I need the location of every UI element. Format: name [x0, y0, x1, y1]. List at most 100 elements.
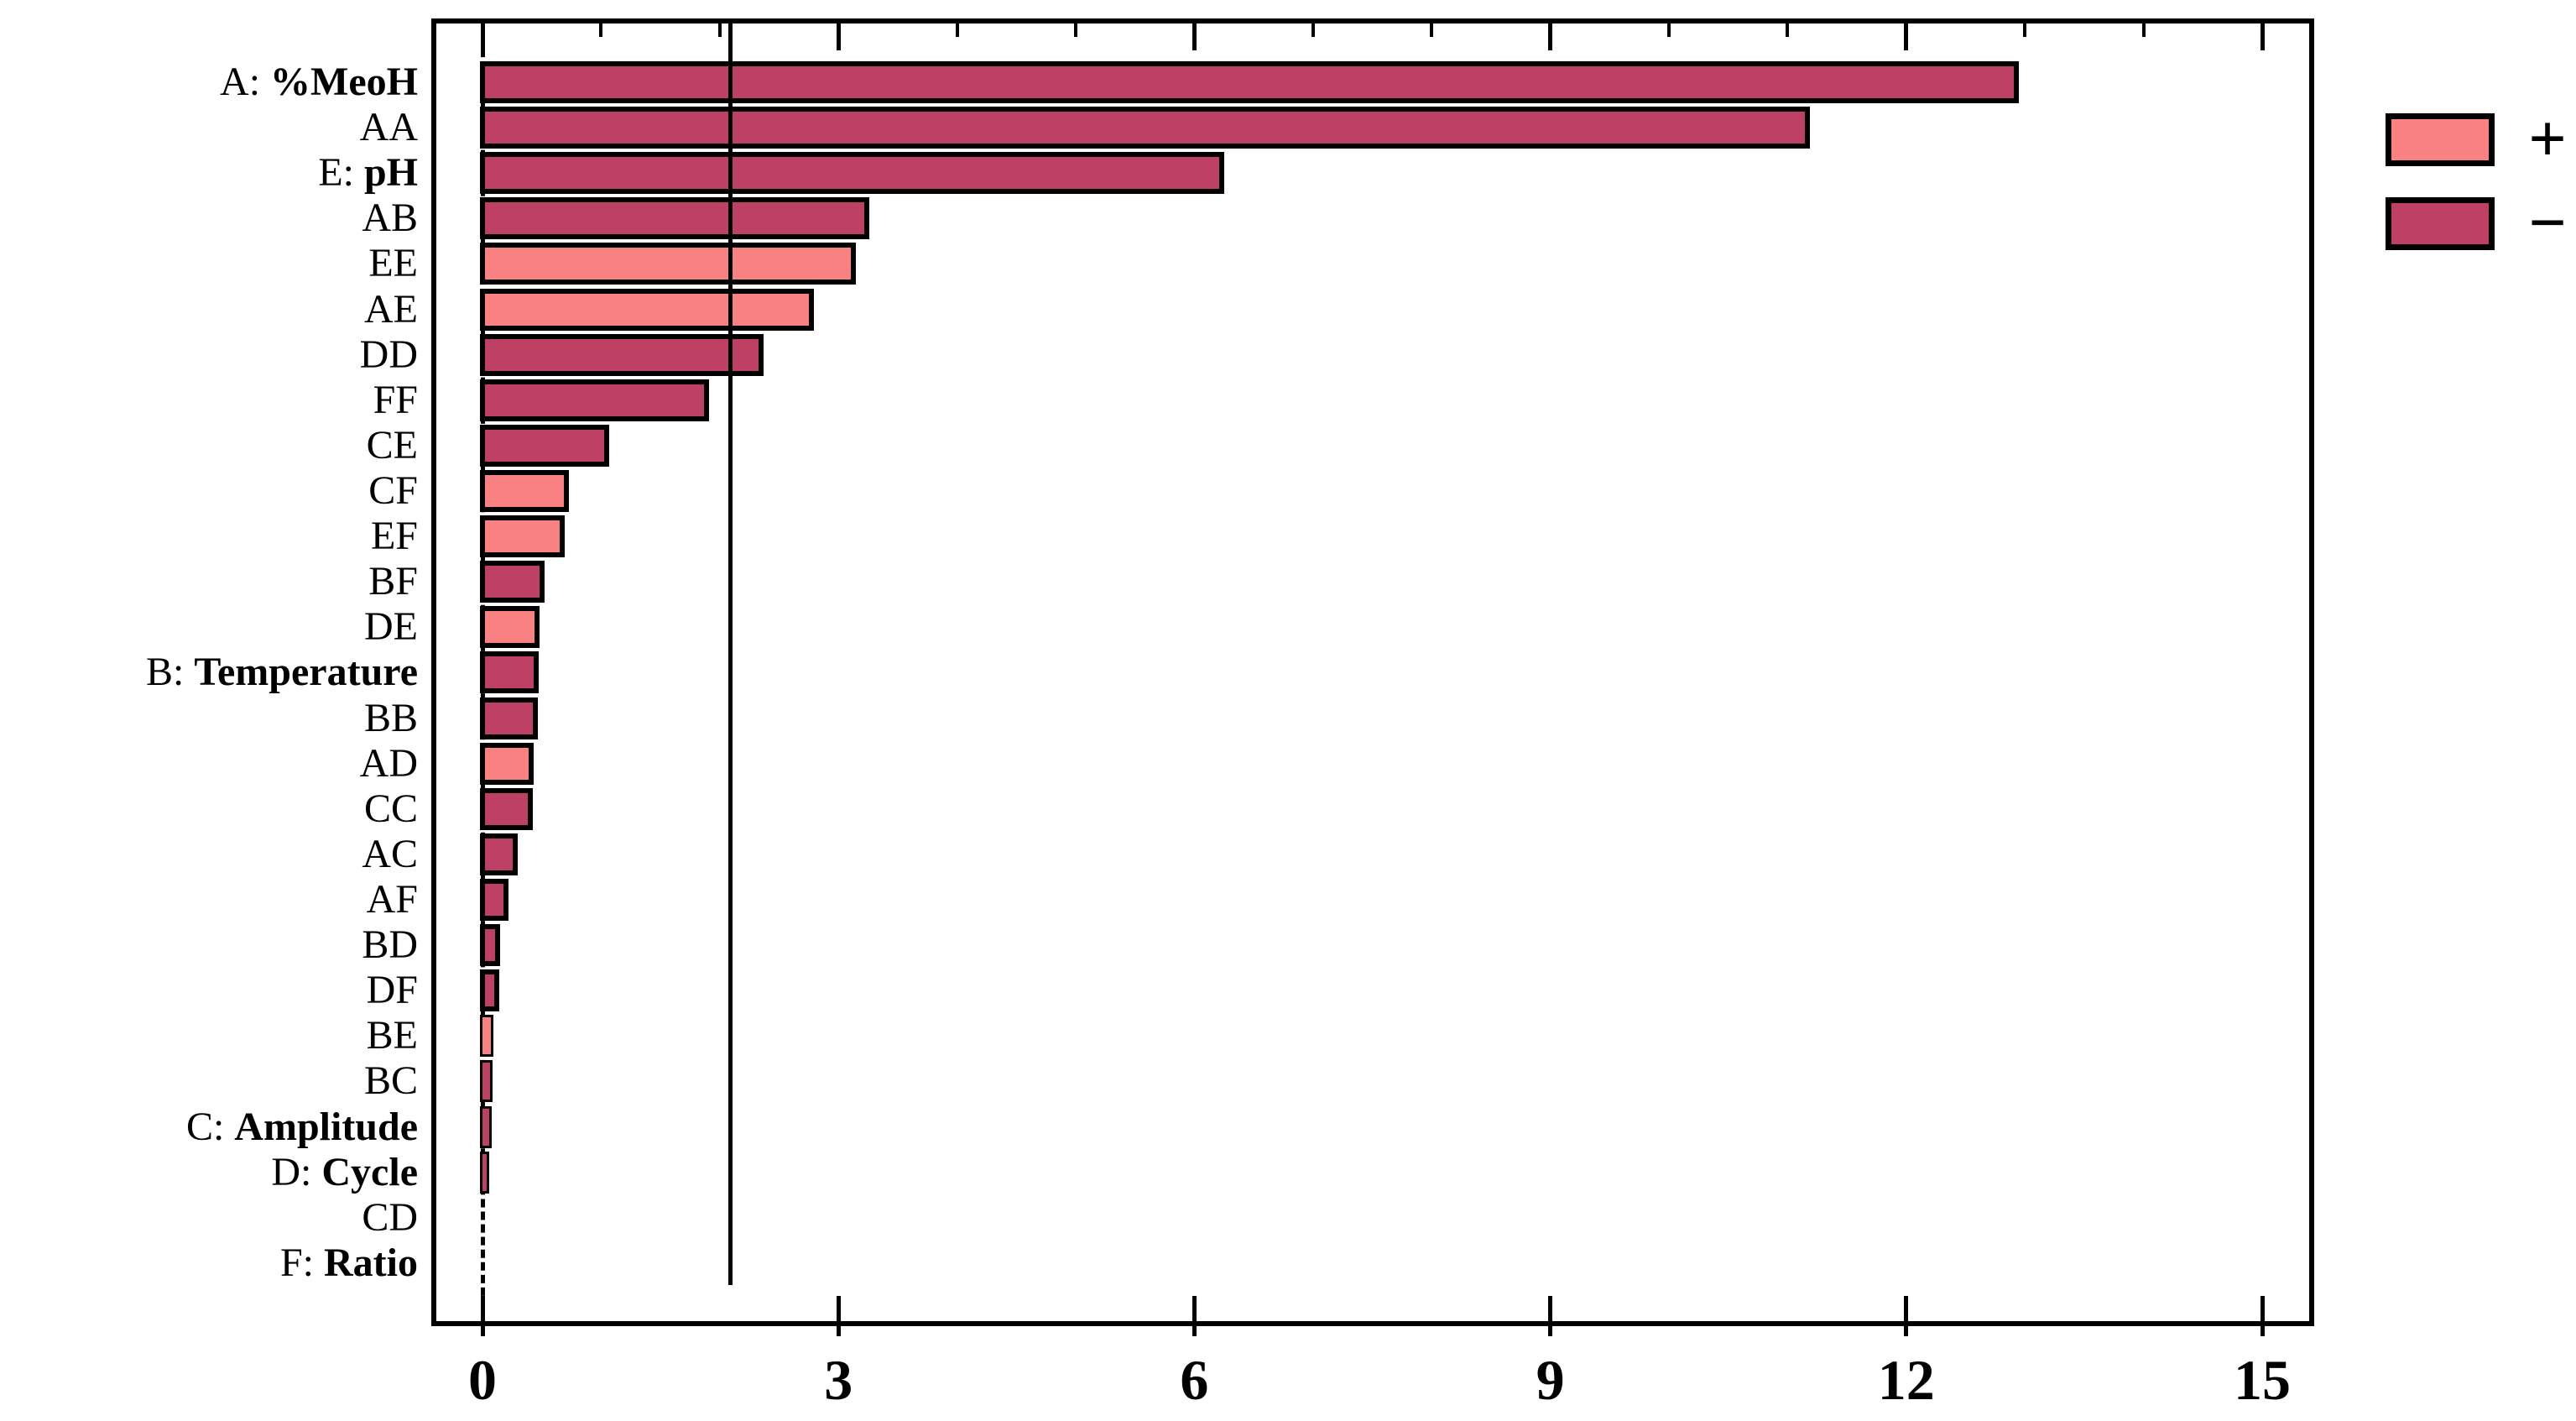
chart-row: DF [0, 968, 2576, 1013]
bar [480, 879, 508, 922]
x-tick-major-bottom-outer [480, 1326, 485, 1336]
chart-row: AF [0, 877, 2576, 922]
x-axis-tick-label: 15 [2234, 1348, 2291, 1412]
legend-label-plus: + [2528, 102, 2567, 176]
bar [480, 1015, 493, 1058]
category-label: AC [362, 831, 418, 876]
x-tick-major-bottom [1192, 1296, 1197, 1321]
x-tick-major-bottom-outer [836, 1326, 841, 1336]
category-label: FF [373, 377, 418, 422]
x-tick-minor-top [1786, 24, 1790, 37]
x-tick-major-bottom-outer [1548, 1326, 1553, 1336]
chart-row: B: Temperature [0, 650, 2576, 695]
legend-swatch-plus [2386, 113, 2495, 166]
chart-row: EE [0, 241, 2576, 286]
bar [480, 833, 518, 875]
category-label: CE [366, 422, 418, 468]
chart-row: BC [0, 1058, 2576, 1104]
chart-row: CF [0, 468, 2576, 514]
x-tick-major-bottom-outer [1192, 1326, 1197, 1336]
legend-swatch-minus [2386, 197, 2495, 250]
x-tick-minor-top [1311, 24, 1315, 37]
chart-row: C: Amplitude [0, 1105, 2576, 1150]
reference-line [728, 24, 733, 1285]
bar [480, 924, 500, 967]
x-tick-major-top [1548, 24, 1553, 50]
category-label: A: %MeoH [220, 60, 418, 105]
x-tick-minor-top [599, 24, 603, 37]
chart-row: DD [0, 332, 2576, 378]
bar [480, 288, 814, 331]
bar [480, 61, 2019, 104]
category-label: BF [368, 559, 418, 604]
category-label: CD [362, 1194, 418, 1240]
x-tick-major-top [1904, 24, 1909, 50]
x-tick-major-top [836, 24, 841, 50]
plot-area-border [431, 18, 2314, 1326]
x-tick-minor-top [1074, 24, 1077, 37]
category-label: BC [363, 1058, 418, 1104]
chart-row: EF [0, 514, 2576, 559]
chart-row: D: Cycle [0, 1150, 2576, 1195]
category-label: BE [366, 1013, 418, 1058]
chart-row: CC [0, 786, 2576, 832]
bar [480, 107, 1810, 149]
x-axis-tick-label: 0 [468, 1348, 497, 1412]
bar [480, 515, 565, 558]
x-tick-major-bottom-outer [1904, 1326, 1909, 1336]
x-tick-minor-top [1430, 24, 1434, 37]
category-label: C: Amplitude [185, 1104, 418, 1149]
category-label: DE [364, 604, 418, 650]
chart-row: DE [0, 604, 2576, 650]
x-tick-minor-top [955, 24, 959, 37]
x-axis-tick-label: 6 [1180, 1348, 1209, 1412]
x-tick-major-bottom [1548, 1296, 1553, 1321]
legend-label-minus: − [2528, 186, 2567, 260]
category-label: D: Cycle [271, 1149, 418, 1194]
category-label: E: pH [318, 150, 418, 196]
bar [480, 379, 709, 421]
chart-row: FF [0, 378, 2576, 423]
category-label: EF [370, 514, 418, 559]
bar [480, 651, 539, 694]
category-label: B: Temperature [146, 650, 418, 695]
chart-row: CD [0, 1195, 2576, 1241]
category-label: BB [363, 695, 418, 740]
x-tick-major-bottom [836, 1296, 841, 1321]
x-tick-minor-top [717, 24, 722, 37]
bar [480, 470, 569, 513]
bar [480, 697, 538, 739]
bar [480, 333, 764, 376]
bar [480, 787, 533, 830]
bar [480, 969, 499, 1012]
bar [480, 606, 540, 649]
chart-row: AB [0, 196, 2576, 241]
chart-row: AD [0, 741, 2576, 786]
category-label: EE [368, 241, 418, 286]
category-label: DF [366, 968, 418, 1013]
chart-row: BD [0, 922, 2576, 968]
bar [480, 1105, 492, 1148]
category-label: AA [359, 105, 418, 150]
x-tick-minor-top [2023, 24, 2027, 37]
category-label: BD [362, 922, 418, 968]
category-label: F: Ratio [279, 1240, 418, 1285]
bar [480, 424, 609, 467]
bar [480, 561, 545, 603]
x-tick-minor-top [1667, 24, 1671, 37]
chart-row: AA [0, 105, 2576, 150]
chart-row: BE [0, 1013, 2576, 1058]
category-label: DD [359, 332, 418, 377]
x-axis-tick-label: 9 [1536, 1348, 1565, 1412]
x-tick-major-bottom [480, 1296, 485, 1321]
bar [480, 152, 1224, 195]
x-tick-minor-top [2141, 24, 2146, 37]
bar [480, 742, 534, 785]
x-tick-major-bottom [2260, 1296, 2265, 1321]
bar [480, 1060, 493, 1103]
x-tick-major-top [2260, 24, 2265, 50]
chart-row: A: %MeoH [0, 60, 2576, 105]
chart-row: BB [0, 696, 2576, 741]
chart-row: F: Ratio [0, 1241, 2576, 1286]
